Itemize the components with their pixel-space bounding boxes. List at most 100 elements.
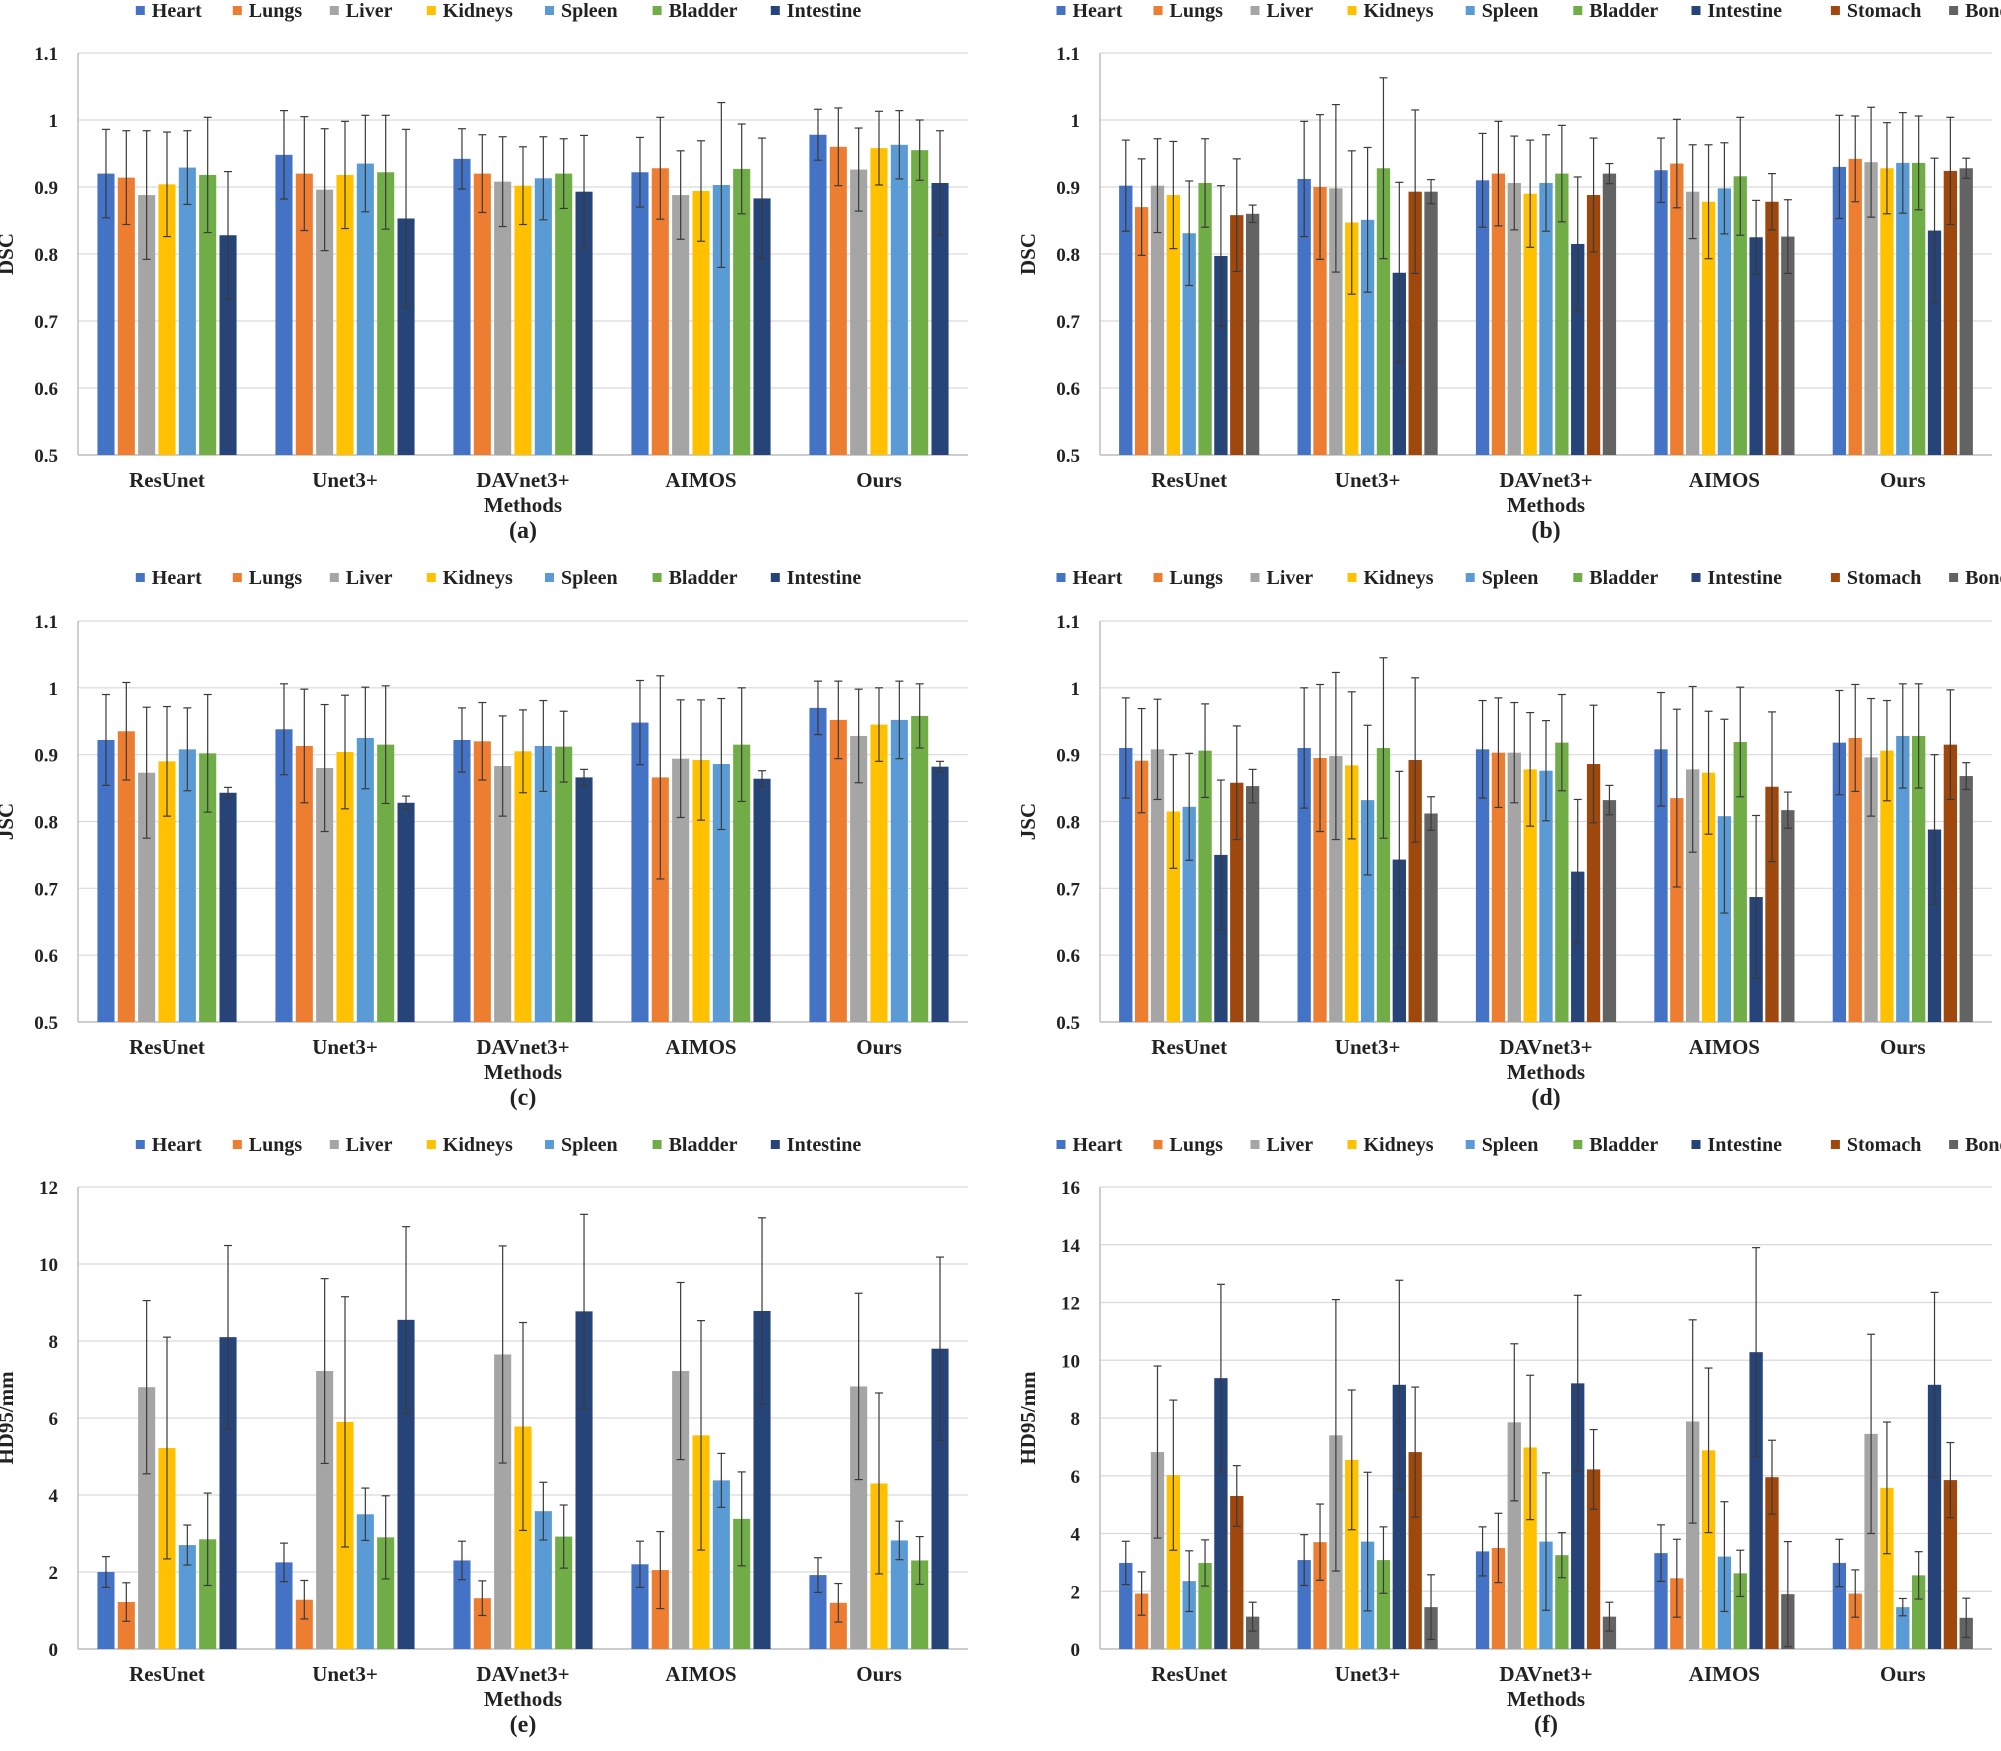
legend-swatch-lungs [232,6,242,15]
legend-swatch-bladder [1573,1140,1583,1149]
legend: Heart Lungs Liver Kidneys Spleen Bladder Intes… [135,1134,861,1156]
x-axis-title: Methods [1507,1687,1585,1711]
bar-intestine-ours [1927,230,1942,455]
x-category-label: DAVnet3+ [1499,468,1592,492]
legend-swatch-bladder [652,6,662,15]
bar-bone-unet3 [1424,191,1438,455]
bar-bladder-davnet3 [1555,173,1569,455]
chart-panel-f: 0 2 4 6 8 10 12 14 16 ResUnet Unet3+ DAVnet3+ AIMOS O… [1016,1134,2001,1738]
legend-label-heart: Heart [1073,1134,1123,1156]
y-tick-label: 0 [49,1640,59,1661]
legend-swatch-bladder [1573,6,1583,15]
y-tick-label: 0.9 [1056,178,1080,199]
bar-lungs-aimos [651,777,669,1022]
bar-heart-unet3 [1297,1560,1311,1649]
bar-kidneys-davnet3 [1523,769,1537,1022]
y-tick-label: 1 [49,679,59,700]
bar-intestine-resunet [1214,854,1228,1022]
bar-kidneys-aimos [1701,772,1716,1022]
bar-lungs-davnet3 [473,1598,491,1649]
bar-liver-resunet [138,195,156,456]
panel-caption: (b) [1531,518,1560,544]
bar-lungs-resunet [117,1602,135,1649]
legend-label-stomach: Stomach [1847,1134,1921,1156]
bar-heart-davnet3 [453,158,471,456]
bar-liver-aimos [1686,769,1700,1022]
bar-kidneys-aimos [1701,1450,1716,1649]
y-tick-label: 0.9 [1056,746,1080,767]
legend-swatch-liver [1250,1140,1260,1149]
bar-bone-ours [1959,776,1973,1022]
bar-intestine-davnet3 [575,1311,593,1649]
bar-heart-unet3 [275,154,293,455]
bar-bladder-ours [911,150,929,455]
chart-panel-d: 0.5 0.6 0.7 0.8 0.9 1 1.1 ResUnet Unet3+ DAVnet3+… [1016,567,2001,1111]
bar-intestine-davnet3 [575,777,593,1022]
bar-bladder-aimos [733,744,751,1022]
legend-swatch-kidneys [1347,1140,1357,1149]
bar-spleen-resunet [1182,1581,1196,1649]
legend-label-stomach: Stomach [1847,567,1921,589]
bar-stomach-davnet3 [1586,1469,1601,1649]
bar-kidneys-unet3 [1345,222,1359,455]
bar-kidneys-resunet [1166,1475,1181,1649]
y-tick-label: 0.5 [34,446,58,467]
bar-stomach-ours [1943,170,1958,456]
legend-swatch-spleen [1465,573,1475,582]
bar-spleen-ours [1896,735,1910,1022]
bar-spleen-ours [890,1540,908,1649]
bar-intestine-davnet3 [1571,1383,1585,1649]
x-category-label: ResUnet [129,1662,205,1686]
bar-kidneys-resunet [158,761,176,1022]
bar-heart-resunet [1119,747,1133,1022]
bar-liver-davnet3 [494,181,512,455]
y-tick-label: 0.5 [34,1013,58,1034]
legend-label-heart: Heart [152,1134,202,1156]
bar-kidneys-unet3 [1345,765,1359,1022]
y-tick-label: 2 [1071,1582,1081,1603]
y-tick-label: 0.9 [34,746,58,767]
x-category-label: AIMOS [1689,1035,1760,1059]
bar-stomach-ours [1943,744,1958,1022]
legend-label-bladder: Bladder [1589,0,1658,22]
bar-stomach-ours [1943,1480,1958,1649]
legend-swatch-bladder [652,1140,662,1149]
bar-stomach-davnet3 [1586,764,1601,1022]
bar-lungs-ours [1848,1593,1862,1649]
legend-swatch-intestine [1691,6,1701,15]
legend-label-kidneys: Kidneys [443,1134,513,1156]
bar-lungs-resunet [117,177,135,455]
y-tick-label: 1.1 [34,44,58,65]
bar-kidneys-davnet3 [1523,193,1537,455]
bar-kidneys-ours [1880,1487,1894,1649]
y-tick-label: 0.5 [1056,446,1080,467]
y-axis-title: JSC [0,803,18,840]
legend-label-intestine: Intestine [1708,567,1783,589]
bar-bladder-davnet3 [555,746,573,1022]
bar-heart-resunet [97,173,115,455]
y-tick-label: 1.1 [1056,612,1080,633]
y-tick-label: 0.7 [1056,312,1080,333]
legend-swatch-liver [329,6,339,15]
legend-label-kidneys: Kidneys [1364,567,1434,589]
legend-label-lungs: Lungs [249,1134,303,1156]
bar-stomach-unet3 [1408,1452,1422,1649]
legend-swatch-bone [1949,1140,1959,1149]
x-category-label: Ours [856,468,902,492]
bar-spleen-aimos [1717,816,1732,1022]
legend-label-lungs: Lungs [1170,0,1224,22]
bar-spleen-aimos [1717,188,1732,455]
bar-bladder-aimos [1733,1573,1747,1649]
x-category-label: Ours [856,1662,902,1686]
bar-stomach-resunet [1230,1495,1244,1649]
legend: Heart Lungs Liver Kidneys Spleen Bladder Intes… [135,0,861,22]
legend-label-kidneys: Kidneys [1364,1134,1434,1156]
y-tick-label: 12 [1061,1294,1080,1315]
bar-bone-ours [1959,168,1973,456]
y-axis-title: HD95/mm [1016,1371,1040,1465]
y-tick-label: 0.9 [34,178,58,199]
bar-lungs-aimos [1670,798,1684,1022]
chart-panel-e: 0 2 4 6 8 10 12 ResUnet Unet3+ DAVnet3+ AIMOS Ours M… [0,1134,968,1738]
bar-intestine-davnet3 [575,191,593,455]
bar-liver-aimos [1686,1421,1700,1649]
